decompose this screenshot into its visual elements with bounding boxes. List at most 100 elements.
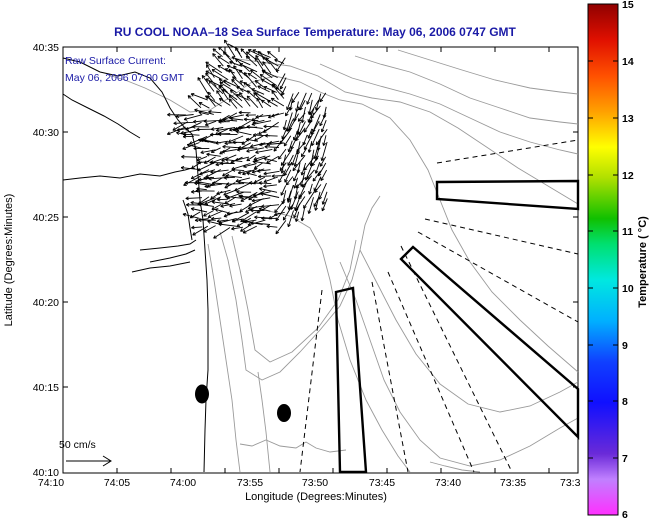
- current-vector: [210, 132, 214, 135]
- current-vector: [231, 79, 233, 83]
- current-vector: [251, 200, 256, 203]
- current-vector: [183, 114, 203, 121]
- current-vector: [225, 159, 229, 162]
- current-vector: [321, 129, 325, 133]
- current-vector: [221, 151, 226, 154]
- current-vector: [258, 208, 271, 212]
- current-vector: [223, 189, 238, 196]
- current-vector: [263, 157, 277, 163]
- current-vector: [187, 144, 202, 149]
- current-vector: [288, 197, 292, 210]
- current-vector: [320, 157, 323, 161]
- current-vector: [228, 95, 231, 99]
- current-vector: [254, 216, 258, 220]
- current-vector: [287, 224, 291, 228]
- current-vector: [232, 169, 245, 172]
- current-vector: [283, 119, 287, 131]
- current-vector: [250, 142, 266, 148]
- current-vector: [314, 207, 316, 211]
- current-vector: [308, 149, 312, 153]
- current-vector: [304, 133, 314, 150]
- current-vector: [239, 194, 244, 197]
- current-vector: [184, 182, 189, 185]
- current-vector: [255, 80, 259, 82]
- current-vector: [315, 191, 321, 211]
- current-vector: [290, 146, 294, 150]
- current-vector: [206, 153, 210, 157]
- current-vector: [300, 170, 306, 187]
- current-vector: [250, 221, 254, 224]
- current-vector: [197, 139, 201, 143]
- current-vector: [203, 176, 215, 179]
- current-vector: [238, 112, 242, 115]
- current-vector: [190, 189, 195, 193]
- current-vector: [191, 208, 208, 213]
- current-vector: [319, 99, 324, 103]
- current-vector: [270, 97, 285, 107]
- current-vector: [274, 211, 285, 216]
- current-vector: [303, 191, 315, 209]
- current-vector: [181, 156, 202, 158]
- y-tick-label: 40:35: [33, 42, 59, 54]
- current-vector: [260, 193, 264, 196]
- current-vector: [321, 198, 328, 212]
- current-vector: [190, 208, 194, 211]
- current-vector: [243, 72, 246, 76]
- current-vector: [286, 112, 293, 132]
- current-vector: [182, 213, 200, 219]
- current-vector: [293, 169, 300, 182]
- current-vector: [176, 127, 180, 131]
- current-vector: [217, 199, 221, 202]
- current-vector: [205, 95, 208, 99]
- current-vector: [287, 163, 291, 166]
- current-vector: [314, 190, 318, 193]
- current-vector: [237, 125, 241, 129]
- current-vector: [291, 149, 299, 166]
- current-vector: [281, 170, 285, 174]
- current-vector: [200, 138, 205, 141]
- colorbar-label: Temperature ( °C): [637, 216, 649, 308]
- current-vector: [251, 88, 254, 92]
- current-vector: [266, 224, 270, 227]
- current-vector: [199, 173, 203, 176]
- current-vector: [263, 184, 277, 187]
- current-vector: [265, 57, 268, 61]
- current-vector: [258, 175, 272, 178]
- current-vector: [247, 222, 251, 226]
- current-vector: [270, 98, 274, 102]
- current-vector: [259, 74, 263, 78]
- current-vector: [216, 219, 229, 222]
- current-vector: [271, 84, 273, 88]
- current-vector: [231, 228, 235, 231]
- current-vector: [256, 204, 272, 214]
- current-vector: [240, 196, 258, 198]
- current-vector: [198, 102, 202, 106]
- current-vector: [203, 177, 207, 181]
- current-vector: [220, 161, 224, 164]
- current-vector: [205, 61, 208, 66]
- current-vector: [203, 119, 221, 122]
- current-vector: [223, 79, 237, 87]
- current-vector: [275, 218, 280, 222]
- current-vector: [231, 79, 244, 93]
- current-vector: [286, 93, 294, 110]
- current-vector: [263, 86, 267, 90]
- current-vector: [235, 156, 250, 161]
- current-vector: [303, 130, 308, 133]
- current-vector: [215, 140, 228, 144]
- current-vector: [235, 94, 239, 98]
- current-vector: [243, 163, 257, 168]
- current-vector: [181, 167, 201, 171]
- current-vector: [218, 119, 222, 123]
- current-vector: [293, 105, 299, 122]
- current-vector: [167, 126, 186, 135]
- current-vector: [252, 49, 271, 59]
- current-vector: [176, 114, 194, 117]
- current-vector: [279, 162, 287, 171]
- current-vector: [271, 90, 275, 93]
- current-vector: [303, 119, 313, 133]
- current-vector: [273, 149, 278, 152]
- current-vector: [267, 100, 278, 107]
- current-vector: [229, 205, 233, 208]
- current-vector: [185, 197, 203, 199]
